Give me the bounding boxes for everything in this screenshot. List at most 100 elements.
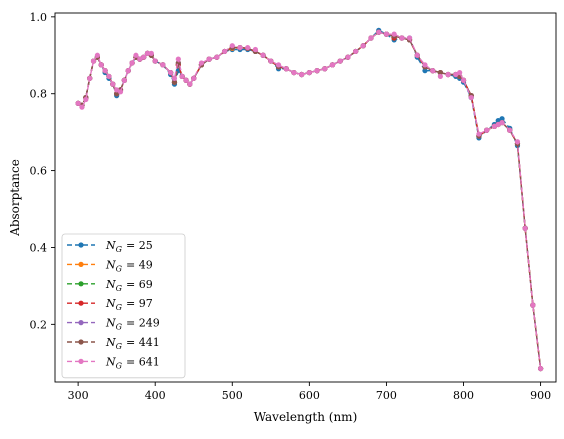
legend-swatch-marker bbox=[78, 339, 84, 345]
data-point bbox=[98, 62, 104, 68]
data-point bbox=[160, 62, 166, 68]
axes-frame bbox=[54, 12, 557, 383]
data-point bbox=[495, 118, 501, 124]
data-point bbox=[83, 96, 89, 103]
data-point bbox=[314, 68, 320, 74]
legend-label: NG = 641 bbox=[105, 355, 160, 370]
y-tick-label: 0.6 bbox=[30, 165, 48, 178]
y-axis: 0.2 0.4 0.6 0.8 1.0 bbox=[30, 11, 55, 331]
data-point bbox=[114, 87, 120, 93]
data-point bbox=[329, 62, 336, 68]
data-point bbox=[391, 31, 397, 37]
data-point bbox=[468, 94, 474, 101]
data-point bbox=[175, 56, 181, 62]
data-point bbox=[141, 54, 147, 60]
data-point bbox=[121, 77, 127, 83]
legend-entry: NG = 249 bbox=[67, 317, 160, 332]
legend-subscript: G bbox=[116, 264, 123, 273]
data-point bbox=[414, 52, 420, 58]
data-point bbox=[499, 119, 505, 126]
legend-entry: NG = 441 bbox=[67, 336, 160, 351]
legend-symbol: N bbox=[105, 239, 116, 252]
data-point bbox=[422, 62, 428, 68]
legend-swatch-marker bbox=[78, 300, 84, 306]
data-point bbox=[368, 35, 374, 41]
data-point bbox=[183, 77, 189, 83]
x-tick-label: 600 bbox=[299, 389, 320, 402]
data-point bbox=[291, 69, 297, 76]
data-point bbox=[537, 365, 544, 372]
x-axis: 300 400 500 600 700 800 900 bbox=[68, 382, 551, 402]
data-point bbox=[106, 73, 112, 80]
legend-value: = 25 bbox=[126, 239, 153, 252]
data-point bbox=[430, 68, 436, 74]
data-point bbox=[522, 225, 528, 231]
legend-label: NG = 25 bbox=[105, 239, 153, 254]
data-point bbox=[102, 68, 108, 74]
data-point bbox=[437, 73, 443, 80]
data-point bbox=[299, 71, 305, 78]
data-point bbox=[495, 121, 501, 128]
legend-label: NG = 69 bbox=[105, 278, 153, 293]
legend-subscript: G bbox=[116, 245, 123, 254]
data-point bbox=[453, 71, 459, 78]
data-point bbox=[198, 60, 205, 66]
data-point bbox=[457, 69, 463, 76]
data-point bbox=[422, 68, 428, 74]
legend-entry: NG = 97 bbox=[67, 297, 153, 312]
x-tick-label: 400 bbox=[145, 389, 166, 402]
legend-label: NG = 97 bbox=[105, 297, 153, 312]
legend-symbol: N bbox=[105, 355, 116, 368]
data-point bbox=[133, 52, 139, 58]
data-point bbox=[360, 43, 366, 49]
data-point bbox=[110, 81, 116, 87]
plot-area bbox=[75, 27, 544, 372]
data-point bbox=[322, 66, 328, 72]
data-point bbox=[437, 69, 443, 76]
legend-value: = 49 bbox=[126, 258, 153, 271]
data-point bbox=[514, 139, 521, 145]
legend-value: = 249 bbox=[126, 317, 160, 330]
legend-entry: NG = 49 bbox=[67, 258, 153, 273]
data-point bbox=[530, 302, 536, 308]
legend-swatch-marker bbox=[78, 242, 84, 248]
data-point bbox=[353, 48, 359, 55]
data-point bbox=[137, 56, 143, 62]
series-641 bbox=[75, 29, 544, 372]
data-point bbox=[171, 75, 178, 81]
legend-entry: NG = 641 bbox=[67, 355, 160, 370]
data-point bbox=[221, 48, 228, 55]
legend-symbol: N bbox=[105, 258, 116, 271]
legend-label: NG = 249 bbox=[105, 317, 160, 332]
legend-symbol: N bbox=[105, 297, 116, 310]
legend-subscript: G bbox=[116, 323, 123, 332]
data-point bbox=[75, 100, 81, 106]
data-point bbox=[337, 58, 343, 64]
data-point bbox=[179, 73, 185, 80]
data-point bbox=[144, 50, 151, 56]
data-point bbox=[460, 77, 467, 83]
data-point bbox=[507, 127, 513, 133]
data-point bbox=[484, 127, 490, 133]
legend-value: = 69 bbox=[126, 278, 153, 291]
data-point bbox=[94, 52, 100, 58]
data-point bbox=[148, 50, 154, 56]
legend-subscript: G bbox=[116, 361, 123, 370]
legend-swatch-marker bbox=[78, 358, 84, 364]
data-point bbox=[406, 35, 413, 41]
data-point bbox=[191, 75, 197, 81]
data-point bbox=[114, 91, 120, 97]
data-point bbox=[125, 68, 131, 74]
legend-label: NG = 49 bbox=[105, 258, 153, 273]
legend-entry: NG = 25 bbox=[67, 239, 153, 254]
data-point bbox=[214, 54, 220, 60]
data-point bbox=[399, 35, 405, 41]
data-point bbox=[152, 58, 158, 64]
legend-subscript: G bbox=[116, 342, 123, 351]
data-point bbox=[187, 81, 193, 87]
legend-value: = 441 bbox=[126, 336, 160, 349]
legend-symbol: N bbox=[105, 317, 116, 330]
